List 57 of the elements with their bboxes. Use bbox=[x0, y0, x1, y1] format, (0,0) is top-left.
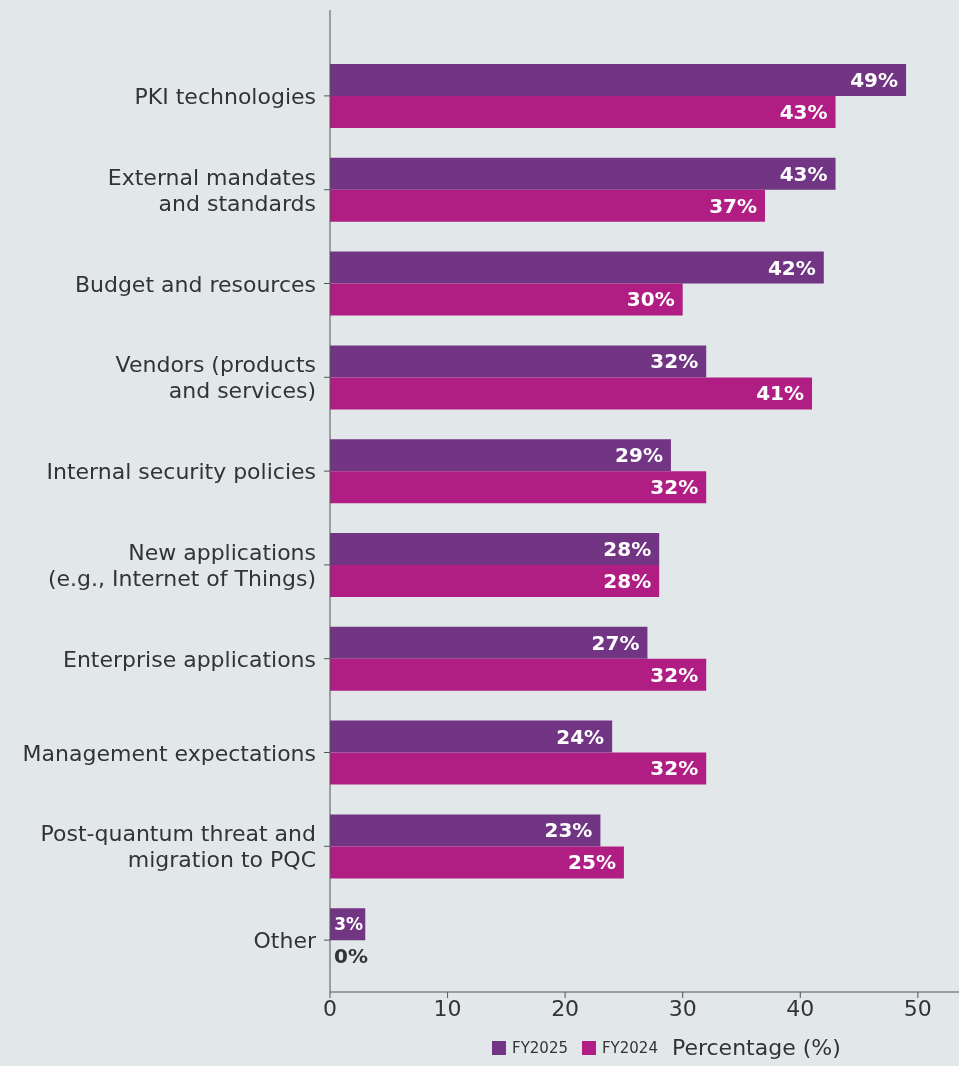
legend-label: FY2024 bbox=[600, 1038, 658, 1057]
data-label: 25% bbox=[568, 850, 616, 875]
bar bbox=[330, 345, 707, 378]
data-label: 28% bbox=[603, 568, 652, 593]
data-label: 43% bbox=[779, 99, 828, 124]
bar bbox=[330, 96, 836, 129]
data-label: 29% bbox=[615, 443, 663, 468]
y-tick-label: External mandates and standards bbox=[107, 164, 316, 216]
x-tick-label: 20 bbox=[551, 995, 580, 1021]
data-label: 24% bbox=[556, 724, 605, 749]
bar bbox=[330, 64, 907, 97]
bar bbox=[330, 658, 707, 691]
x-tick-label: 0 bbox=[323, 995, 337, 1021]
y-tick-label: Management expectations bbox=[22, 740, 316, 765]
data-label: 32% bbox=[650, 756, 699, 781]
bar bbox=[330, 251, 824, 284]
bar bbox=[330, 626, 648, 659]
bar bbox=[330, 157, 836, 190]
data-label: 37% bbox=[709, 193, 758, 218]
data-label: 23% bbox=[544, 818, 593, 843]
bar bbox=[330, 720, 613, 753]
data-label: 42% bbox=[767, 255, 816, 280]
data-label: 27% bbox=[591, 630, 640, 655]
bar bbox=[330, 814, 601, 847]
bar bbox=[330, 439, 671, 472]
bar bbox=[330, 533, 660, 566]
bar bbox=[330, 283, 683, 316]
y-tick-label: Budget and resources bbox=[74, 271, 316, 296]
data-label: 43% bbox=[779, 161, 828, 186]
bar bbox=[330, 471, 707, 504]
y-tick-label: Enterprise applications bbox=[63, 646, 316, 672]
x-tick-label: 30 bbox=[668, 995, 697, 1021]
y-tick-label: New applications (e.g., Internet of Things) bbox=[47, 539, 316, 591]
x-tick-label: 40 bbox=[786, 995, 815, 1021]
bar bbox=[330, 377, 813, 410]
bar bbox=[330, 189, 766, 222]
y-tick-label: PKI technologies bbox=[134, 83, 316, 109]
legend-label: FY2025 bbox=[511, 1038, 568, 1057]
bar bbox=[330, 846, 624, 879]
data-label: 49% bbox=[850, 67, 899, 92]
data-label: 32% bbox=[650, 662, 699, 687]
y-tick-label: Vendors (products and services) bbox=[115, 351, 316, 403]
data-label: 3% bbox=[334, 914, 364, 935]
data-label: 32% bbox=[650, 349, 699, 374]
data-label: 41% bbox=[756, 381, 805, 406]
x-axis-title: Percentage (%) bbox=[671, 1035, 841, 1060]
bar bbox=[330, 752, 707, 785]
y-tick-label: Other bbox=[253, 927, 317, 953]
y-tick-label: Internal security policies bbox=[46, 458, 316, 484]
data-label: 30% bbox=[626, 287, 675, 312]
x-tick-label: 50 bbox=[903, 995, 932, 1021]
y-tick-label: Post-quantum threat and migration to PQC bbox=[40, 820, 316, 872]
x-tick-label: 10 bbox=[433, 995, 462, 1021]
data-label: 32% bbox=[650, 475, 699, 500]
bar bbox=[330, 565, 660, 598]
data-label: 28% bbox=[603, 536, 652, 561]
data-label: 0% bbox=[334, 944, 368, 969]
